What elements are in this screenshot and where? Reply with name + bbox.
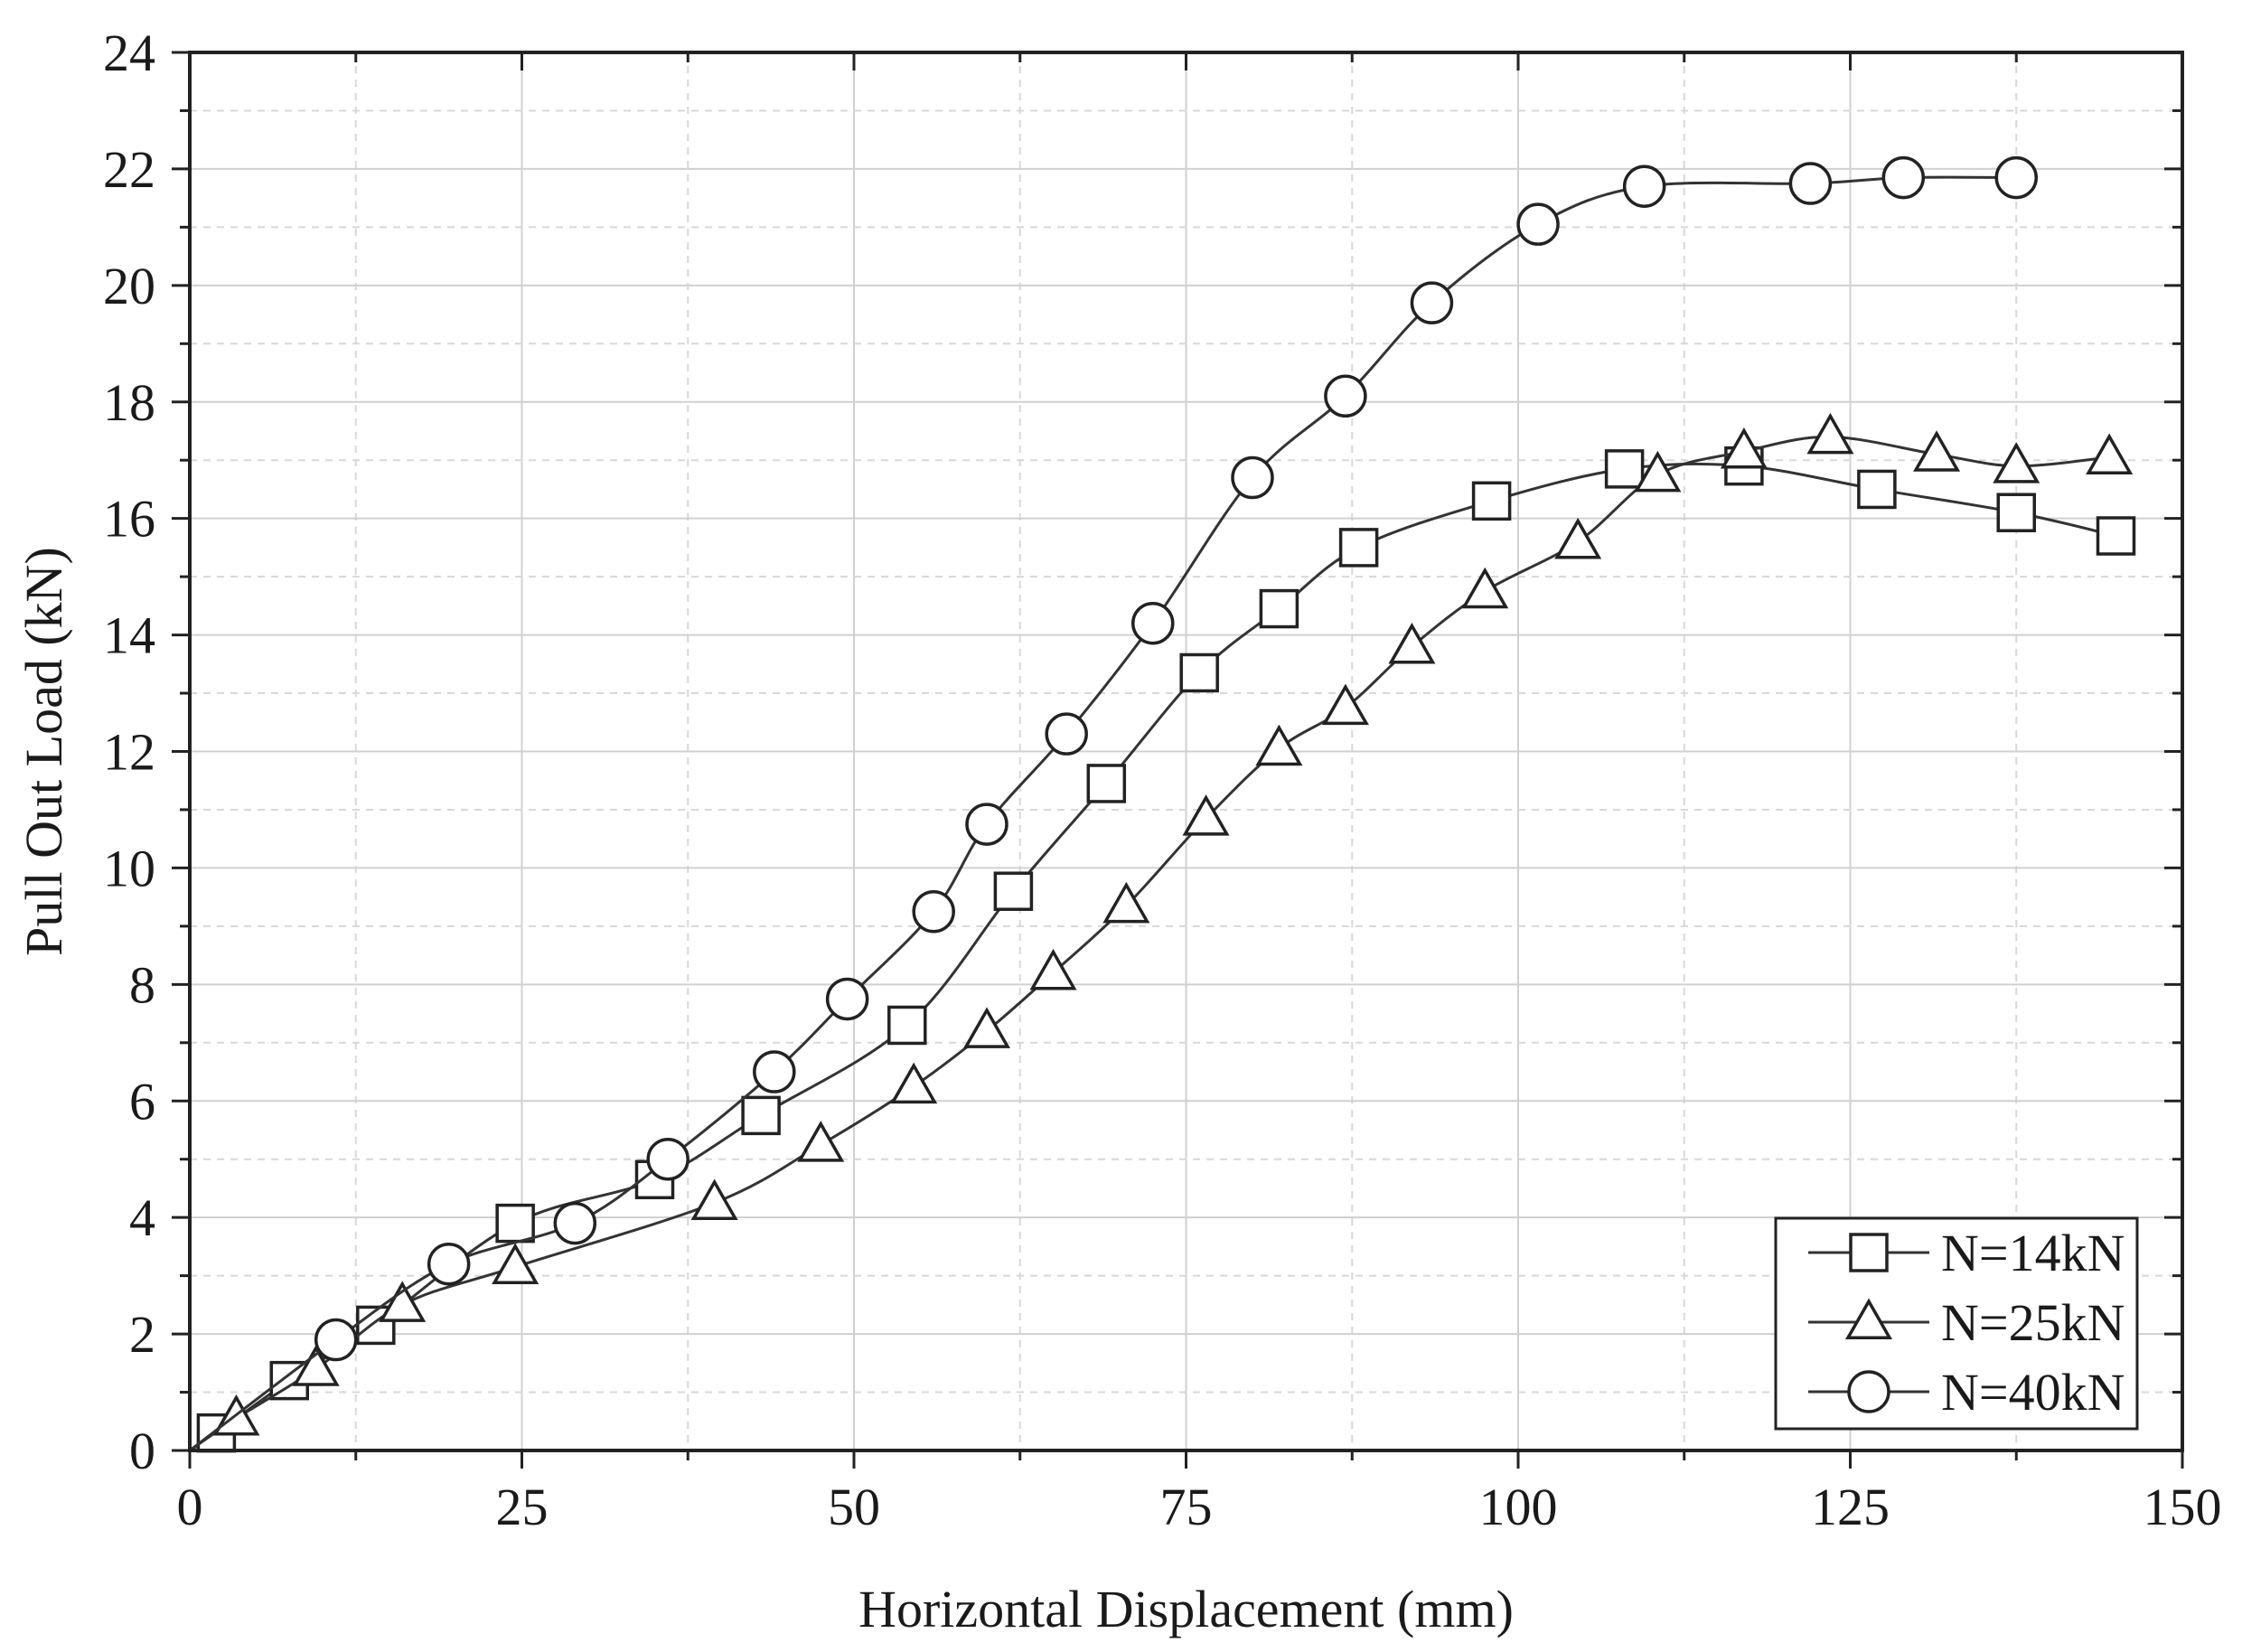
x-tick-label: 100 (1479, 1478, 1558, 1536)
y-tick-label: 22 (103, 140, 155, 199)
data-point (1993, 442, 2040, 483)
axis-ticks (172, 51, 2184, 1469)
data-point (1029, 948, 1077, 990)
data-point (1388, 622, 1436, 664)
x-tick-label: 75 (1160, 1478, 1213, 1536)
data-point (646, 1137, 689, 1181)
data-point (1231, 455, 1274, 500)
data-point (962, 1007, 1011, 1048)
data-point (1634, 450, 1682, 493)
data-point (1994, 155, 2038, 200)
data-point (887, 1005, 927, 1046)
data-point (1182, 794, 1230, 836)
legend-entry: N=14kN (1808, 1224, 2125, 1282)
data-point (690, 1178, 738, 1221)
data-point (1259, 588, 1299, 629)
data-point (1324, 374, 1367, 418)
y-tick-label: 24 (103, 23, 155, 82)
x-tick-label: 150 (2144, 1478, 2222, 1536)
data-point (890, 1062, 938, 1104)
y-tick-label: 2 (129, 1305, 155, 1364)
data-point (1461, 567, 1509, 609)
y-tick-label: 14 (103, 606, 155, 665)
data-point (1045, 712, 1088, 756)
data-point (1102, 881, 1150, 924)
series-triangle (189, 412, 2134, 1452)
data-point (379, 1281, 427, 1322)
data-point (1996, 493, 2036, 532)
data-point (1913, 430, 1961, 472)
legend-marker (1849, 1233, 1889, 1272)
grid (190, 52, 2182, 1450)
data-point (1622, 164, 1666, 209)
y-tick-label: 18 (103, 373, 155, 432)
data-point (1086, 764, 1127, 803)
data-point (1788, 162, 1833, 205)
data-point (1179, 652, 1219, 693)
x-tick-label: 25 (496, 1478, 549, 1536)
data-point (1857, 469, 1897, 510)
y-tick-label: 8 (129, 955, 155, 1014)
legend: N=14kN N=25kN N=40kN (1774, 1216, 2139, 1431)
legend-label: N=40kN (1941, 1363, 2125, 1422)
legend-label: N=25kN (1941, 1293, 2125, 1352)
data-point (825, 977, 869, 1021)
y-tick-label: 10 (103, 839, 155, 897)
data-point (1720, 427, 1768, 469)
y-tick-label: 0 (129, 1422, 155, 1480)
data-point (495, 1203, 535, 1244)
legend-entry: N=40kN (1808, 1363, 2125, 1422)
data-point (1471, 481, 1512, 521)
x-tick-label: 0 (177, 1478, 203, 1536)
y-tick-label: 16 (103, 490, 155, 549)
data-point (553, 1201, 597, 1245)
data-point (753, 1050, 796, 1094)
data-point (965, 803, 1008, 846)
data-point (912, 890, 955, 934)
legend-entry: N=25kN (1808, 1293, 2125, 1352)
data-point (492, 1243, 539, 1284)
data-point (1516, 202, 1560, 246)
legend-marker (1847, 1370, 1890, 1413)
legend-label: N=14kN (1941, 1224, 2125, 1282)
x-tick-label: 50 (828, 1478, 880, 1536)
series-circle (189, 155, 2038, 1452)
data-point (1255, 724, 1303, 766)
x-axis-title: Horizontal Displacement (mm) (858, 1580, 1514, 1638)
y-tick-label: 4 (129, 1188, 155, 1247)
data-point (1410, 281, 1454, 324)
data-point (1131, 601, 1175, 645)
data-point (741, 1095, 781, 1136)
data-point (1338, 528, 1379, 568)
data-point (292, 1345, 340, 1386)
data-point (314, 1318, 358, 1362)
data-point (1321, 683, 1369, 726)
legend-marker (1844, 1298, 1893, 1339)
data-point (1554, 517, 1602, 559)
y-tick-label: 6 (129, 1072, 155, 1131)
data-point (993, 871, 1034, 911)
data-point (797, 1121, 845, 1162)
y-tick-label: 12 (103, 723, 155, 782)
data-point (2096, 516, 2136, 556)
data-point (427, 1242, 471, 1286)
series-layer (189, 155, 2136, 1453)
y-axis-title: Pull Out Load (kN) (14, 547, 73, 956)
y-tick-label: 20 (103, 257, 155, 315)
x-tick-label: 125 (1811, 1478, 1890, 1536)
data-point (1806, 412, 1854, 455)
data-point (1604, 449, 1645, 489)
data-point (2086, 433, 2134, 474)
data-point (1881, 155, 1926, 200)
